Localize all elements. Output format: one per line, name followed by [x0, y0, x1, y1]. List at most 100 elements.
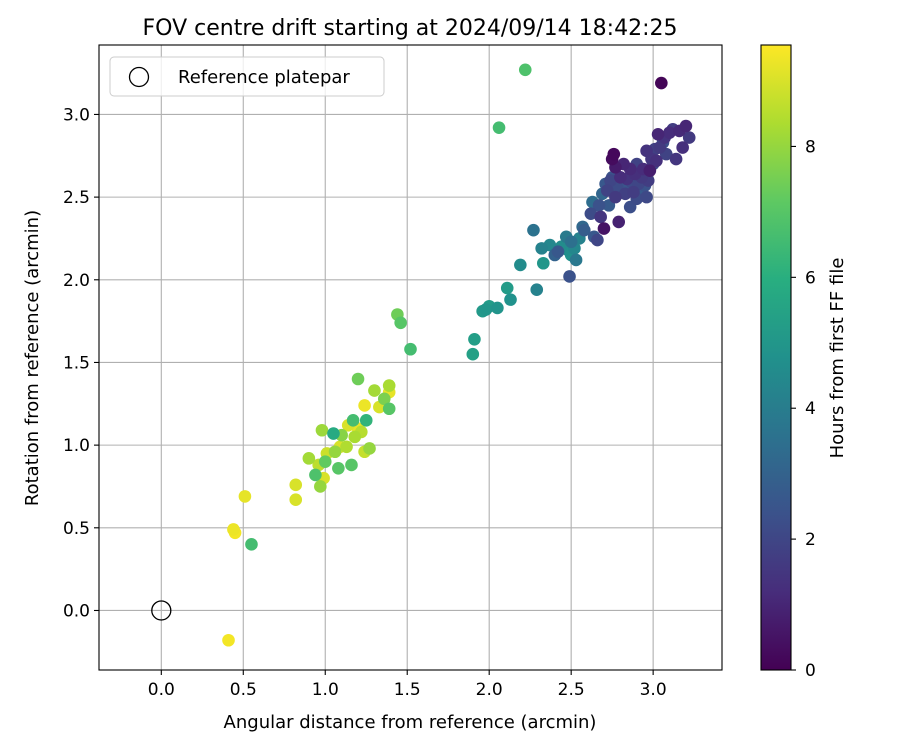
data-point [536, 256, 550, 270]
data-point [363, 442, 376, 455]
data-point [468, 333, 481, 346]
data-point [643, 164, 657, 177]
colorbar-ticks: 0 2 4 6 8 [791, 137, 816, 681]
data-point [651, 127, 665, 141]
colorbar-tick-label: 8 [805, 137, 816, 157]
data-point [594, 210, 607, 224]
data-point [346, 414, 360, 427]
legend-box [109, 56, 385, 97]
data-point [315, 423, 329, 437]
x-tick-label: 2.0 [476, 680, 503, 700]
data-point [466, 347, 480, 361]
data-points [222, 63, 696, 647]
data-point [382, 402, 396, 416]
data-point [612, 215, 626, 229]
data-point [504, 293, 517, 306]
data-point [351, 372, 365, 386]
data-point [591, 233, 604, 247]
data-point [577, 223, 591, 237]
chart-title: FOV centre drift starting at 2024/09/14 … [143, 16, 678, 41]
data-point [655, 76, 668, 90]
data-point [491, 301, 504, 315]
data-point [650, 154, 663, 168]
data-point [382, 379, 396, 392]
data-point [500, 281, 514, 295]
data-point [318, 455, 332, 468]
data-point [479, 303, 493, 316]
x-tick-label: 1.5 [394, 680, 421, 700]
colorbar-label: Hours from first FF file [827, 258, 848, 459]
data-point [682, 131, 696, 144]
data-point [289, 493, 303, 506]
y-axis-label: Rotation from reference (arcmin) [22, 210, 43, 506]
data-point [514, 258, 527, 272]
data-point [614, 170, 627, 184]
data-point [640, 190, 653, 204]
data-point [377, 392, 391, 406]
legend-marker-icon [128, 66, 150, 88]
plot-frame [98, 44, 723, 671]
colorbar-tick-label: 4 [805, 399, 816, 419]
y-tick-label: 1.5 [63, 353, 90, 373]
y-tick-label: 2.5 [63, 188, 90, 208]
x-tick-label: 2.5 [558, 680, 585, 700]
data-point [289, 478, 303, 492]
x-tick-label: 1.0 [312, 680, 339, 700]
data-point [345, 458, 358, 472]
colorbar-tick-label: 6 [805, 268, 816, 288]
y-tick-label: 1.0 [63, 436, 90, 456]
y-tick-label: 0.5 [63, 519, 90, 539]
data-point [584, 207, 598, 220]
x-tick-label: 3.0 [640, 680, 667, 700]
y-tick-label: 3.0 [63, 105, 90, 125]
data-point [238, 490, 252, 503]
grid-lines [99, 45, 722, 670]
data-point [679, 119, 693, 133]
data-point [604, 174, 617, 187]
data-point [569, 253, 583, 267]
x-tick-label: 0.0 [148, 680, 175, 700]
legend-label: Reference platepar [178, 67, 350, 88]
data-point [676, 141, 689, 154]
data-point [551, 245, 565, 258]
data-point [527, 223, 540, 237]
data-point [245, 538, 258, 551]
colorbar-tick-label: 2 [805, 530, 816, 550]
data-point [404, 342, 417, 356]
data-point [394, 316, 407, 330]
colorbar [760, 44, 792, 671]
y-tick-label: 0.0 [63, 601, 90, 621]
data-point [227, 523, 240, 536]
data-point [564, 235, 578, 249]
reference-platepar-marker [151, 600, 172, 621]
data-point [358, 399, 371, 412]
data-point [492, 121, 506, 134]
data-point [609, 190, 622, 204]
data-point [518, 63, 532, 77]
data-point [368, 384, 381, 397]
data-point [309, 468, 322, 482]
x-axis-label: Angular distance from reference (arcmin) [224, 712, 597, 733]
data-point [597, 222, 611, 235]
axis-ticks: 0.0 0.5 1.0 1.5 2.0 2.5 3.0 0.0 0.5 1.0 1.5 2.0 2.5 3… [63, 105, 667, 700]
data-point [535, 242, 548, 255]
data-point [592, 199, 606, 212]
data-point [663, 126, 676, 139]
data-point [327, 427, 340, 440]
data-point [348, 430, 362, 444]
data-point [332, 461, 345, 475]
data-point [563, 270, 576, 283]
data-point [328, 445, 342, 459]
data-point [640, 144, 653, 158]
legend: Reference platepar [109, 56, 385, 97]
data-point [222, 633, 235, 647]
data-point [607, 147, 621, 161]
colorbar-tick-label: 0 [805, 661, 816, 681]
data-point [627, 185, 640, 199]
data-point [340, 440, 353, 454]
data-point [314, 480, 327, 493]
data-point [653, 141, 666, 154]
data-point [530, 283, 544, 297]
